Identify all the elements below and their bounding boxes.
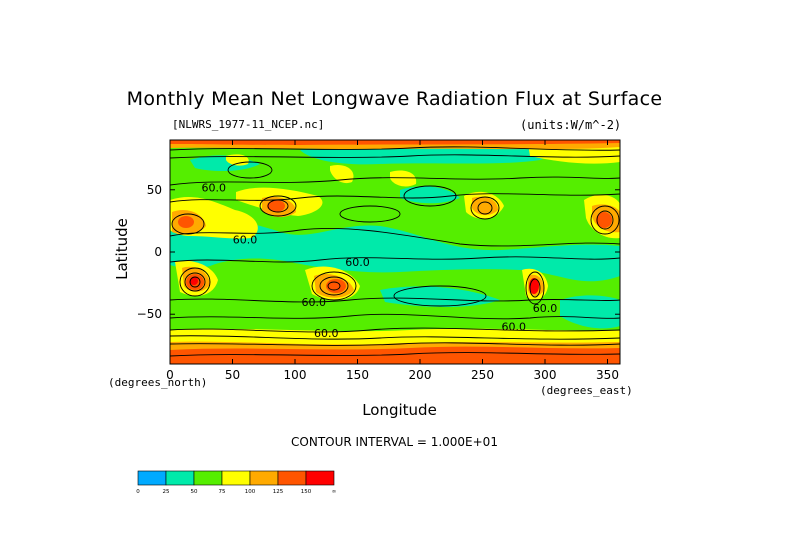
colorbar-swatch	[193, 470, 223, 486]
contour-lines	[170, 146, 620, 357]
contour-label: 60.0	[314, 327, 339, 340]
field-region	[330, 164, 354, 184]
colorbar: 0 25 50 75 100 125 150 ∞	[136, 470, 337, 495]
colorbar-swatch	[137, 470, 167, 486]
field-region	[170, 328, 620, 345]
field-region	[596, 212, 612, 228]
colorbar-label: 150	[301, 489, 312, 495]
colorbar-label: ∞	[332, 489, 337, 495]
colorbar-label: 50	[191, 489, 198, 495]
field-region	[267, 200, 285, 212]
x-tick-label: 0	[166, 368, 174, 382]
x-tick-label: 150	[346, 368, 369, 382]
colorbar-label: 25	[163, 489, 170, 495]
contour-label-layer: 60.0 60.0 60.0 60.0 60.0 60.0 60.0	[202, 181, 558, 340]
x-tick-label: 200	[409, 368, 432, 382]
field-region	[170, 220, 620, 282]
x-tick-label: 350	[596, 368, 619, 382]
file-label: [NLWRS_1977-11_NCEP.nc]	[172, 118, 325, 131]
field-region	[226, 154, 249, 166]
y-axis-ticks: −50 0 50	[137, 183, 620, 321]
contour-interval-label: CONTOUR INTERVAL = 1.000E+01	[291, 435, 498, 449]
colorbar-swatch	[165, 470, 195, 486]
chart-title: Monthly Mean Net Longwave Radiation Flux…	[126, 88, 663, 110]
y-tick-label: −50	[137, 307, 162, 321]
colorbar-label: 0	[136, 489, 140, 495]
y-unit-label: (degrees_north)	[108, 376, 208, 389]
plot-area	[170, 140, 620, 364]
contour-label: 60.0	[533, 302, 558, 315]
field-region	[326, 279, 346, 293]
field-region	[170, 140, 620, 145]
y-tick-label: 0	[154, 245, 162, 259]
field-region	[170, 346, 620, 364]
colorbar-label: 75	[219, 489, 226, 495]
contour-label: 60.0	[302, 296, 327, 309]
units-label: (units:W/m^-2)	[520, 118, 622, 132]
colorbar-label: 125	[273, 489, 284, 495]
contour-label: 60.0	[202, 181, 227, 194]
x-axis-ticks: 0 50 100 150 200 250 300 350	[166, 140, 619, 382]
x-tick-label: 100	[284, 368, 307, 382]
field-region	[390, 170, 417, 187]
colorbar-swatch	[249, 470, 279, 486]
x-tick-label: 50	[225, 368, 240, 382]
colorbar-swatch	[305, 470, 335, 486]
contour-label: 60.0	[502, 321, 527, 334]
field-region	[190, 277, 198, 285]
x-tick-label: 300	[534, 368, 557, 382]
x-tick-label: 250	[471, 368, 494, 382]
field-region	[178, 216, 194, 228]
field-region	[380, 286, 500, 307]
field-region	[560, 295, 620, 329]
field-region	[400, 186, 460, 204]
colorbar-label: 100	[245, 489, 256, 495]
x-unit-label: (degrees_east)	[540, 384, 633, 397]
contour-label: 60.0	[233, 234, 258, 247]
colorbar-swatch	[221, 470, 251, 486]
contour-label: 60.0	[345, 256, 370, 269]
x-axis-label: Longitude	[362, 401, 437, 419]
colorbar-swatch	[277, 470, 307, 486]
y-tick-label: 50	[147, 183, 162, 197]
